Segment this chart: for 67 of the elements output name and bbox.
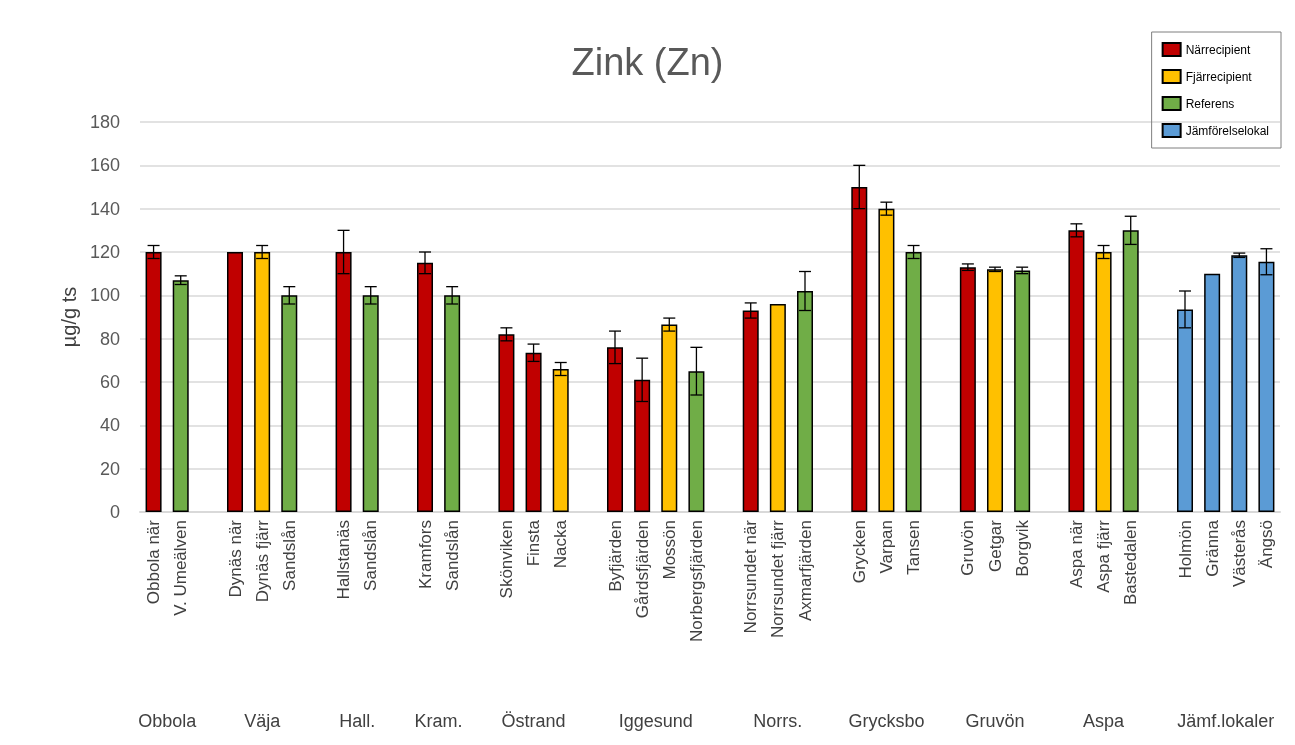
x-tick-label: Holmön	[1175, 520, 1195, 579]
x-tick-label: Norrsundet när	[741, 519, 761, 634]
y-tick-label: 100	[89, 285, 120, 306]
x-tick-label: Hallstanäs	[334, 520, 354, 600]
text: Norrs.	[753, 711, 803, 731]
x-tick-label: Aspa när	[1066, 519, 1086, 589]
y-tick-label: 80	[99, 328, 120, 349]
x-tick-label: Finsta	[524, 519, 544, 567]
x-tick-label: V. Umeälven	[171, 520, 191, 616]
x-tick-label: Dynäs fjärr	[252, 519, 272, 603]
bar	[172, 280, 189, 512]
text: Jämf.lokaler	[1177, 711, 1275, 731]
text: Aspa	[1083, 711, 1126, 731]
text: Väja	[244, 711, 282, 731]
x-tick-label: Gränna	[1202, 519, 1222, 577]
bar	[1231, 255, 1248, 512]
text: Hall.	[339, 711, 376, 731]
y-tick-label: 40	[99, 415, 120, 436]
x-tick-label: Grycken	[849, 520, 869, 584]
bar	[959, 267, 976, 512]
x-tick-label: Västerås	[1229, 520, 1249, 588]
x-tick-label: Gårdsfjärden	[632, 520, 652, 619]
x-tick-label: Byfjärden	[605, 520, 625, 592]
bar	[227, 252, 243, 512]
bar	[1204, 273, 1221, 512]
y-tick-label: 0	[109, 502, 120, 522]
y-axis-title: µg/g ts	[58, 286, 81, 348]
x-tick-label: Axmarfjärden	[795, 520, 815, 622]
x-tick-label: Nacka	[551, 519, 571, 569]
bar	[987, 269, 1003, 512]
x-tick-label: Norbergsfjärden	[686, 520, 706, 642]
bar	[769, 304, 786, 512]
x-tick-label: Norrsundet fjärr	[768, 519, 788, 639]
text: Östrand	[501, 711, 566, 731]
x-tick-label: Bastedalen	[1121, 520, 1141, 606]
legend-label: Närrecipient	[1185, 42, 1251, 57]
x-tick-label: Sandslån	[442, 520, 462, 591]
chart-title: Zink (Zn)	[571, 41, 724, 83]
y-tick-label: 20	[99, 458, 120, 479]
x-tick-label: Aspa fjärr	[1094, 519, 1114, 593]
x-tick-label: Mossön	[659, 520, 679, 580]
y-tick-label: 180	[89, 112, 120, 132]
text: Obbola	[138, 711, 198, 731]
x-tick-label: Ängsö	[1256, 520, 1276, 569]
x-tick-label: Kramfors	[415, 520, 435, 589]
legend-label: Fjärrecipient	[1185, 69, 1253, 84]
x-tick-label: Skönviken	[496, 520, 516, 599]
x-tick-label: Getgar	[985, 519, 1005, 572]
y-tick-label: 140	[89, 198, 120, 219]
text: Iggesund	[618, 711, 693, 731]
x-tick-label: Sandslån	[279, 520, 299, 591]
x-tick-label: Gruvön	[958, 520, 978, 576]
bar	[1014, 270, 1031, 512]
text: Gruvön	[965, 711, 1025, 731]
x-tick-label: Dynäs när	[225, 519, 245, 598]
x-tick-label: Tansen	[904, 520, 924, 575]
y-tick-label: 60	[99, 372, 120, 392]
y-tick-label: 160	[89, 155, 120, 176]
x-tick-label: Sandslån	[361, 520, 381, 591]
text: Grycksbo	[848, 711, 925, 731]
x-tick-label: Obbola när	[144, 519, 164, 605]
y-tick-label: 120	[89, 242, 120, 262]
x-tick-label: Borgvik	[1012, 519, 1032, 577]
legend-label: Jämförelselokal	[1185, 123, 1270, 138]
x-tick-label: Varpan	[876, 520, 896, 574]
text: Kram.	[414, 711, 463, 731]
legend-label: Referens	[1185, 96, 1235, 111]
